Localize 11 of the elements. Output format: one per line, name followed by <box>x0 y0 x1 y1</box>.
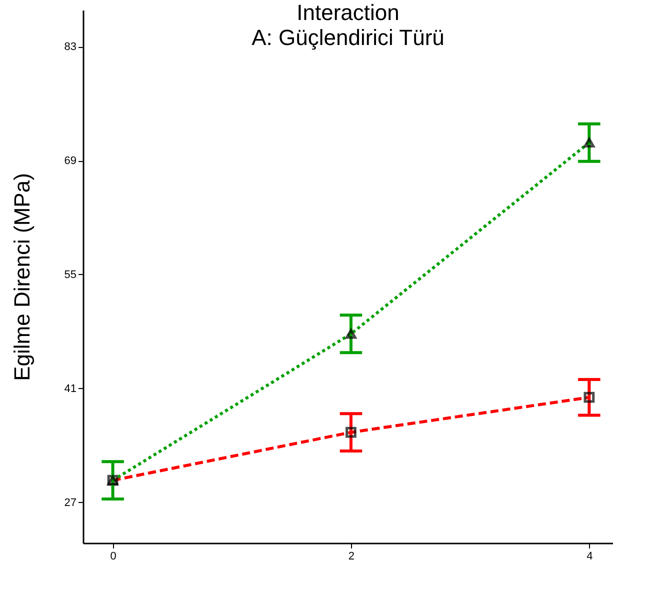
x-tick-label: 2 <box>348 550 355 562</box>
y-tick-label: 83 <box>64 41 76 54</box>
y-axis-title: Egilme Direnci (MPa) <box>9 173 34 381</box>
y-tick-label: 69 <box>64 155 76 168</box>
x-tick-label: 0 <box>110 550 116 562</box>
text: A: Güçlendirici Türü <box>252 25 444 50</box>
y-tick-label: 41 <box>64 382 76 395</box>
x-tick-label: 4 <box>586 550 593 562</box>
chart-title: Interaction <box>296 0 400 25</box>
y-tick-label: 55 <box>64 268 76 281</box>
y-tick-label: 27 <box>64 496 76 509</box>
